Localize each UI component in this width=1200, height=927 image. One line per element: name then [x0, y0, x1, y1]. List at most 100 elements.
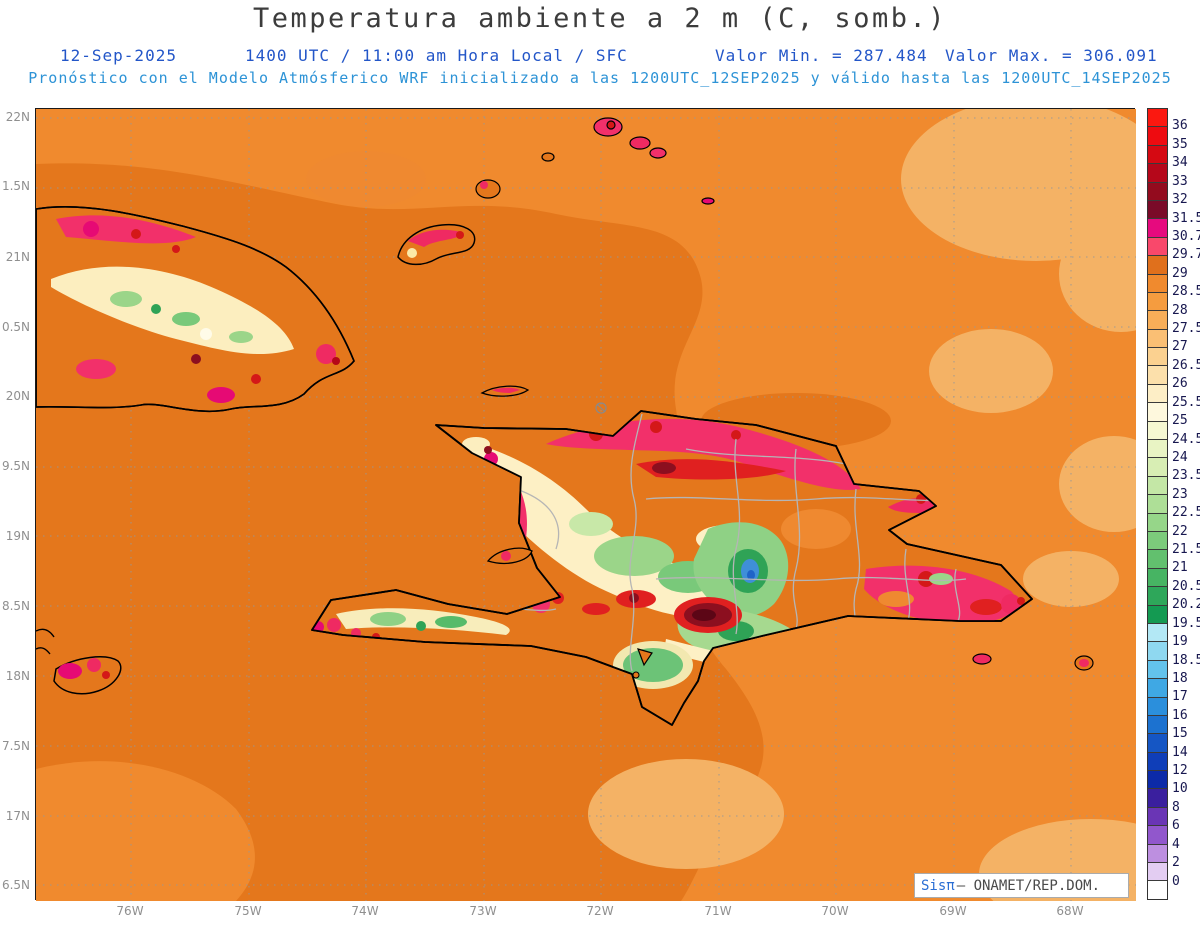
colorbar-box: [1148, 807, 1167, 827]
temperature-colorbar: [1147, 108, 1168, 900]
colorbar-box: [1148, 623, 1167, 643]
colorbar-tick-label: 33: [1172, 173, 1188, 189]
lat-tick-label: 22N: [5, 110, 30, 124]
colorbar-box: [1148, 145, 1167, 165]
colorbar-tick-label: 24.5: [1172, 431, 1200, 447]
colorbar-box: [1148, 715, 1167, 735]
lon-tick-label: 75W: [234, 904, 262, 918]
sea-cool-patch: [588, 759, 784, 869]
colorbar-box: [1148, 182, 1167, 201]
colorbar-box: [1148, 109, 1167, 128]
map-plot-area: Sisπ – ONAMET/REP.DOM.: [35, 108, 1136, 901]
colorbar-tick-label: 35: [1172, 136, 1188, 152]
colorbar-tick-label: 24: [1172, 449, 1188, 465]
colorbar-tick-label: 17: [1172, 689, 1188, 705]
colorbar-box: [1148, 274, 1167, 293]
lon-tick-label: 68W: [1056, 904, 1084, 918]
colorbar-scale: 36 35 34 33 32 31.5 30.7 29.7 29 28.5 28 27.5 27 26.5…: [1172, 108, 1200, 900]
colorbar-box: [1148, 495, 1167, 514]
colorbar-tick-label: 16: [1172, 707, 1188, 723]
colorbar-tick-label: 8: [1172, 799, 1180, 815]
colorbar-box: [1148, 164, 1167, 183]
colorbar-box: [1148, 881, 1167, 899]
colorbar-box: [1148, 458, 1167, 477]
lon-tick-label: 73W: [469, 904, 497, 918]
colorbar-box: [1148, 660, 1167, 680]
watermark-text: – ONAMET/REP.DOM.: [956, 877, 1101, 894]
watermark: Sisπ – ONAMET/REP.DOM.: [914, 873, 1129, 898]
lat-tick-label: 21N: [5, 250, 30, 264]
colorbar-tick-label: 28: [1172, 302, 1188, 318]
colorbar-tick-label: 30.7: [1172, 228, 1200, 244]
colorbar-box: [1148, 403, 1167, 422]
run-date: 12-Sep-2025: [60, 46, 177, 65]
colorbar-box: [1148, 366, 1167, 385]
colorbar-box: [1148, 384, 1167, 404]
colorbar-tick-label: 0: [1172, 873, 1180, 889]
sea-cool-patch: [1059, 436, 1136, 532]
colorbar-tick-label: 2: [1172, 855, 1180, 871]
lat-tick-label: 19N: [5, 529, 30, 543]
lon-tick-label: 72W: [586, 904, 614, 918]
colorbar-tick-label: 27: [1172, 339, 1188, 355]
beata-island: [637, 648, 653, 667]
colorbar-box: [1148, 679, 1167, 698]
colorbar-box: [1148, 587, 1167, 606]
colorbar-tick-label: 25: [1172, 413, 1188, 429]
colorbar-box: [1148, 237, 1167, 257]
sea-cool-patch: [1059, 216, 1136, 332]
colorbar-box: [1148, 531, 1167, 551]
colorbar-box: [1148, 771, 1167, 790]
colorbar-tick-label: 15: [1172, 726, 1188, 742]
lat-tick-label: 7.5N: [1, 739, 30, 753]
min-value-label: Valor Min. = 287.484: [715, 46, 928, 65]
colorbar-box: [1148, 421, 1167, 441]
colorbar-tick-label: 19.5: [1172, 615, 1200, 631]
hispaniola-temperature-texture: [312, 413, 1025, 689]
colorbar-tick-label: 20.2: [1172, 597, 1200, 613]
watermark-brand: Sisπ: [921, 877, 955, 894]
mona-island: [1074, 655, 1094, 671]
lon-tick-label: 76W: [116, 904, 144, 918]
station-marker: [595, 402, 607, 414]
colorbar-box: [1148, 734, 1167, 753]
sea-mid-patch-bottom-left: [36, 761, 255, 901]
colorbar-box: [1148, 440, 1167, 459]
colorbar-box: [1148, 642, 1167, 661]
colorbar-tick-label: 12: [1172, 763, 1188, 779]
colorbar-box: [1148, 311, 1167, 330]
colorbar-box: [1148, 513, 1167, 532]
lon-tick-label: 74W: [351, 904, 379, 918]
colorbar-box: [1148, 752, 1167, 772]
colorbar-tick-label: 23: [1172, 486, 1188, 502]
colorbar-tick-label: 21.5: [1172, 542, 1200, 558]
colorbar-box: [1148, 826, 1167, 845]
colorbar-tick-label: 27.5: [1172, 321, 1200, 337]
longitude-axis: 76W 75W 74W 73W 72W 71W 70W 69W 68W: [35, 904, 1135, 922]
lat-tick-label: 6.5N: [1, 878, 30, 892]
colorbar-tick-label: 19: [1172, 634, 1188, 650]
colorbar-box: [1148, 219, 1167, 238]
colorbar-tick-label: 34: [1172, 155, 1188, 171]
lat-tick-label: 17N: [5, 809, 30, 823]
lon-tick-label: 69W: [939, 904, 967, 918]
colorbar-box: [1148, 200, 1167, 220]
colorbar-box: [1148, 697, 1167, 716]
header-line: 12-Sep-2025 1400 UTC / 11:00 am Hora Loc…: [0, 46, 1200, 66]
colorbar-tick-label: 26: [1172, 376, 1188, 392]
colorbar-tick-label: 14: [1172, 744, 1188, 760]
colorbar-box: [1148, 863, 1167, 882]
bahamas-turks-islands: [475, 117, 715, 205]
colorbar-tick-label: 36: [1172, 118, 1188, 134]
colorbar-box: [1148, 292, 1167, 312]
gonave-island: [486, 547, 533, 565]
sea-cool-patch: [901, 109, 1136, 261]
tortuga-island: [480, 385, 530, 397]
jamaica-landmass: [53, 656, 122, 695]
forecast-description: Pronóstico con el Modelo Atmósferico WRF…: [28, 69, 1172, 87]
lat-tick-label: 9.5N: [1, 459, 30, 473]
alto-velo-island: [632, 671, 640, 679]
max-value-label: Valor Max. = 306.091: [945, 46, 1158, 65]
colorbar-box: [1148, 789, 1167, 808]
